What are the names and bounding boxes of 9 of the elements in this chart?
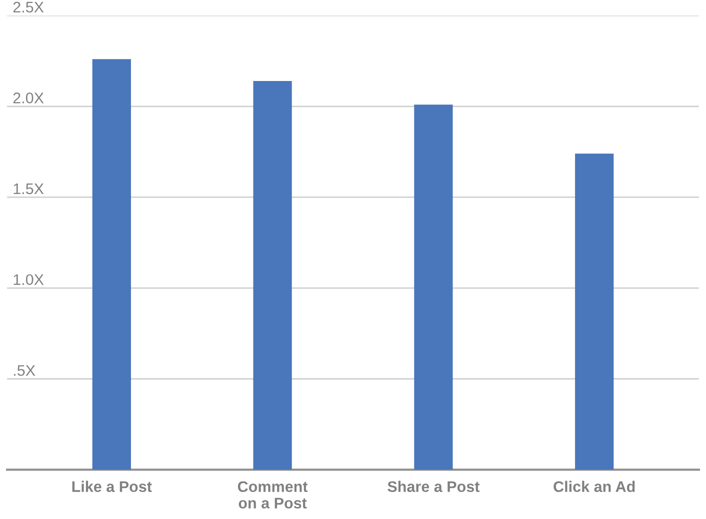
y-tick-label: 2.5X [13, 2, 44, 13]
x-tick-label: Comment on a Post [238, 481, 308, 508]
y-tick-label: 2.0X [13, 92, 44, 104]
y-tick-label: 1.0X [14, 274, 44, 286]
x-tick-label: Like a Post [72, 480, 152, 492]
y-tick-label: 1.5X [14, 184, 44, 194]
x-tick-label: Share a Post [388, 480, 480, 492]
x-tick-label: Click an Ad [554, 480, 635, 492]
y-tick-label: .5X [14, 365, 36, 376]
